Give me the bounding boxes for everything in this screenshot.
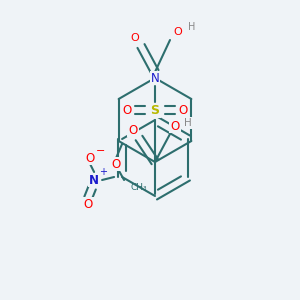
Text: +: + <box>99 167 107 177</box>
Text: O: O <box>128 124 138 136</box>
Text: O: O <box>122 103 132 116</box>
Text: −: − <box>95 146 105 156</box>
Text: H: H <box>188 22 196 32</box>
Text: S: S <box>151 103 160 116</box>
Text: N: N <box>89 173 99 187</box>
Text: O: O <box>170 119 180 133</box>
Text: O: O <box>174 27 182 37</box>
Text: O: O <box>85 152 95 164</box>
Text: CH₃: CH₃ <box>130 184 147 193</box>
Text: O: O <box>83 197 93 211</box>
Text: N: N <box>151 71 159 85</box>
Text: H: H <box>184 118 192 128</box>
Text: O: O <box>178 103 188 116</box>
Text: O: O <box>112 158 121 170</box>
Text: O: O <box>130 33 140 43</box>
